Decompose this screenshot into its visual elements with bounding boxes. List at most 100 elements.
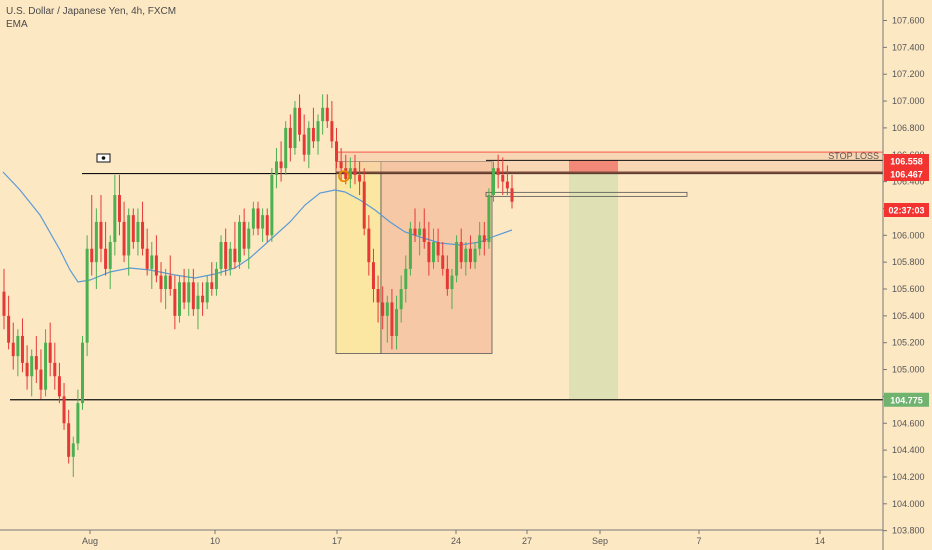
candle — [385, 295, 389, 343]
candle — [57, 362, 61, 404]
candle — [2, 268, 6, 330]
candle-body — [441, 255, 445, 269]
stop-loss-label: STOP LOSS — [828, 151, 879, 161]
candle-body — [90, 248, 94, 263]
candle — [62, 382, 66, 430]
cash-icon-dot — [101, 156, 106, 160]
candle-body — [57, 376, 61, 397]
candle — [224, 228, 228, 276]
candle — [330, 101, 334, 149]
candle — [228, 242, 232, 276]
candle-body — [76, 403, 80, 444]
candle-body — [321, 107, 325, 122]
candle — [94, 208, 98, 289]
candle-body — [201, 295, 205, 303]
candle-body — [492, 168, 496, 196]
candle-body — [362, 181, 366, 229]
y-tick-label: 103.800 — [892, 526, 925, 536]
candle — [113, 174, 117, 256]
candle-body — [62, 396, 66, 424]
y-tick-label: 104.000 — [892, 499, 925, 509]
candle-body — [224, 242, 228, 269]
candle — [376, 275, 380, 323]
candle-body — [501, 174, 505, 182]
candle — [279, 141, 283, 182]
current-price-tag: 106.467 — [884, 167, 929, 181]
candle-body — [85, 248, 89, 343]
candle — [478, 221, 482, 256]
candle — [34, 335, 38, 383]
support-price-tag: 104.775 — [884, 392, 929, 407]
candle — [371, 248, 375, 303]
entry-circle-marker — [338, 170, 350, 183]
x-tick-label: 7 — [696, 536, 701, 546]
candle — [247, 221, 251, 269]
candle-body — [34, 356, 38, 370]
candle — [436, 228, 440, 263]
candle-body — [427, 242, 431, 263]
candle-body — [127, 215, 131, 256]
support-price-tag-bg — [884, 392, 929, 407]
candle — [445, 255, 449, 296]
candle-body — [247, 228, 251, 249]
candle — [30, 349, 34, 397]
candle-body — [177, 282, 181, 316]
candle-body — [16, 335, 20, 357]
candle-body — [408, 228, 412, 269]
candle — [85, 235, 89, 357]
candle — [367, 215, 371, 276]
candle-body — [367, 228, 371, 263]
candle-body — [395, 309, 399, 336]
candle — [408, 221, 412, 276]
candle — [307, 121, 311, 169]
candle — [298, 94, 302, 142]
candle — [210, 262, 214, 296]
candle — [196, 282, 200, 330]
candle-body — [25, 362, 29, 377]
candle-body — [344, 168, 348, 179]
candle — [214, 262, 218, 296]
candle-body — [7, 315, 11, 343]
candle — [422, 208, 426, 249]
candle-body — [445, 268, 449, 289]
candle — [71, 436, 75, 477]
cash-icon — [96, 153, 111, 163]
candle-body — [256, 208, 260, 229]
candle-body — [136, 221, 140, 243]
candle-body — [478, 235, 482, 249]
candle-body — [122, 221, 126, 256]
candle — [505, 165, 509, 196]
candle-body — [459, 242, 463, 263]
candle — [164, 268, 168, 310]
x-tick-label: 27 — [522, 536, 532, 546]
candle — [76, 389, 80, 451]
y-tick-label: 104.200 — [892, 472, 925, 482]
candle-body — [418, 228, 422, 236]
candle — [53, 342, 57, 390]
candle-body — [381, 302, 385, 316]
candle — [510, 174, 514, 209]
take-profit-zone — [569, 173, 618, 400]
candle-body — [30, 356, 34, 377]
candle — [358, 161, 362, 196]
candle-body — [330, 121, 334, 142]
candle — [177, 275, 181, 323]
candle — [90, 195, 94, 276]
candle-body — [48, 342, 52, 363]
candle — [16, 329, 20, 377]
y-tick-label: 106.400 — [892, 177, 925, 187]
candle — [219, 235, 223, 276]
candle — [399, 275, 403, 323]
trade-zones — [335, 151, 884, 400]
x-tick-label: Sep — [592, 536, 608, 546]
candle-body — [293, 107, 297, 149]
candle — [141, 201, 145, 256]
candle-body — [279, 161, 283, 169]
y-tick-label: 105.600 — [892, 284, 925, 294]
candle-body — [455, 242, 459, 276]
candle — [127, 208, 131, 276]
y-tick-label: 104.600 — [892, 418, 925, 428]
candle-body — [131, 215, 135, 243]
